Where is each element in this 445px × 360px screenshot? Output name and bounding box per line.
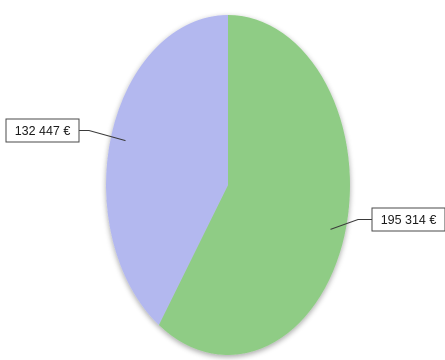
pie-slice-0 xyxy=(158,15,350,355)
label-box xyxy=(371,207,445,232)
leader-line xyxy=(79,130,126,142)
slice-value-label: 132 447 € xyxy=(15,124,71,138)
leader-line xyxy=(330,219,372,230)
label-box xyxy=(5,118,80,143)
pie-label-1: 132 447 € xyxy=(5,118,126,143)
slice-value-label: 195 314 € xyxy=(381,213,437,227)
pie-label-0: 195 314 € xyxy=(330,207,445,232)
pie-labels: 195 314 € 132 447 € xyxy=(5,118,445,232)
pie-slices xyxy=(105,14,350,355)
pie-slice-1 xyxy=(105,14,228,326)
